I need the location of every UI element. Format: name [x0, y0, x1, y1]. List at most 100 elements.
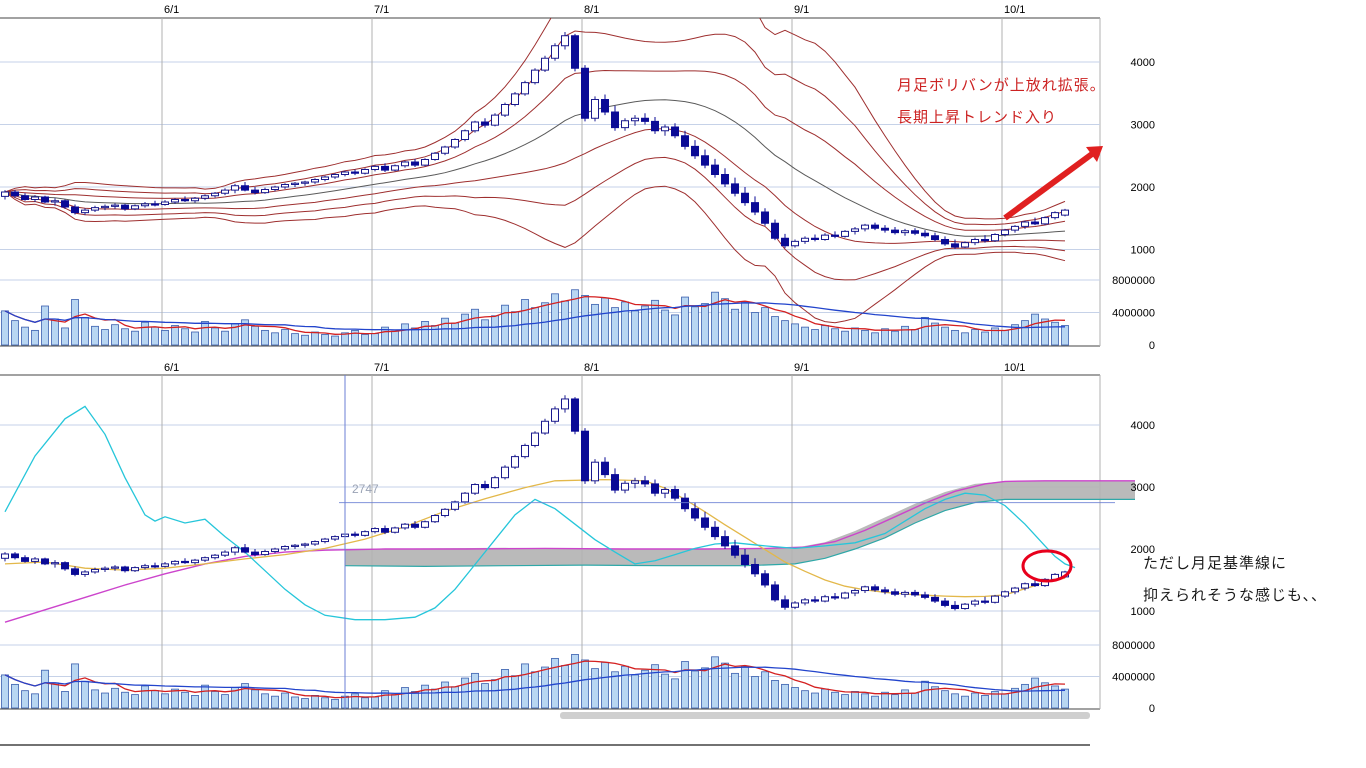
volume-bar [561, 665, 569, 709]
volume-bar [831, 691, 839, 709]
volume-bar [131, 694, 139, 709]
volume-bar [891, 694, 899, 709]
candle-body [421, 159, 429, 166]
volume-bar [291, 333, 299, 346]
volume-bars[interactable] [1, 654, 1069, 709]
candle-body [571, 35, 579, 69]
candle-body [661, 126, 669, 132]
volume-bar [111, 324, 119, 346]
volume-bar [171, 688, 179, 709]
bollinger-band--3sigma [4, 185, 1066, 324]
candle-body [441, 508, 449, 517]
volume-bar [411, 327, 419, 346]
candle-body [421, 521, 429, 528]
candle-body [741, 192, 749, 204]
volume-axis-label: 4000000 [1112, 672, 1155, 684]
volume-bar [71, 299, 79, 346]
candles[interactable] [1, 32, 1069, 249]
volume-bar [331, 698, 339, 709]
candle-body [581, 430, 589, 482]
volume-bar [821, 688, 829, 709]
candle-body [171, 560, 179, 565]
volume-bar [21, 690, 29, 709]
volume-bar [991, 327, 999, 346]
candle-body [951, 604, 959, 610]
volume-bar [641, 669, 649, 709]
candle-body [611, 111, 619, 129]
price-axis-label: 1000 [1131, 606, 1155, 618]
volume-bar [861, 693, 869, 709]
volume-bar [881, 691, 889, 709]
ichimoku-chart-panel[interactable]: 6/1 7/1 8/1 9/1 10/1 4000 3000 2000 1000 8000000 4… [0, 362, 1155, 715]
volume-bar [381, 690, 389, 709]
volume-bar [711, 656, 719, 709]
candle-body [41, 558, 49, 565]
bollinger-chart-panel[interactable]: 6/1 7/1 8/1 9/1 10/1 4000 3000 2000 1000 8000000 4… [0, 0, 1155, 352]
candle-body [251, 189, 259, 194]
bollinger-annotation-line2: 長期上昇トレンド入り [897, 109, 1058, 126]
candle-body [1021, 221, 1029, 227]
volume-bar [391, 694, 399, 709]
volume-bar [981, 695, 989, 709]
candle-body [1, 553, 9, 559]
volume-ma-slow [4, 302, 1066, 331]
candle-body [321, 176, 329, 180]
plot-area[interactable] [1, 395, 1136, 709]
candle-body [41, 196, 49, 203]
bollinger-annotation-line1: 月足ボリバンが上放れ拡張。 [897, 77, 1106, 94]
volume-bar [201, 321, 209, 346]
candle-body [771, 584, 779, 601]
volume-bar [611, 307, 619, 346]
volume-bar [751, 676, 759, 709]
x-axis-label: 7/1 [374, 4, 389, 16]
candle-body [601, 461, 609, 476]
candle-body [301, 181, 309, 184]
lagging-cyan-line [4, 405, 1076, 621]
x-axis-label: 8/1 [584, 362, 599, 374]
candle-body [311, 541, 319, 545]
candle-body [361, 169, 369, 174]
volume-bar [621, 301, 629, 346]
plot-area[interactable] [1, 0, 1069, 346]
volume-bar [401, 687, 409, 709]
bollinger-band-+3sigma [4, 18, 1066, 220]
candle-body [51, 562, 59, 565]
candle-body [51, 200, 59, 203]
volume-bar [1061, 688, 1069, 709]
candle-body [771, 222, 779, 239]
candle-body [161, 563, 169, 567]
candle-body [351, 171, 359, 174]
volume-bar [61, 327, 69, 346]
candle-body [221, 551, 229, 556]
x-axis-label: 8/1 [584, 4, 599, 16]
volume-bar [1011, 324, 1019, 346]
trend-arrow-head-icon [1086, 146, 1103, 162]
volume-bar [541, 666, 549, 709]
volume-axis-label: 8000000 [1112, 640, 1155, 652]
candle-body [631, 480, 639, 484]
candle-body [581, 67, 589, 119]
volume-bar [1021, 683, 1029, 709]
volume-bar [541, 302, 549, 346]
volume-bar [731, 308, 739, 346]
bollinger-band-+2sigma [4, 30, 1066, 226]
volume-bar [511, 311, 519, 346]
candle-body [951, 243, 959, 248]
candle-body [281, 184, 289, 188]
scrollbar[interactable] [560, 712, 1090, 719]
candle-body [641, 117, 649, 122]
candle-body [431, 515, 439, 523]
volume-bars[interactable] [1, 289, 1069, 346]
volume-bar [311, 331, 319, 346]
volume-bar [151, 690, 159, 709]
volume-bar [201, 684, 209, 709]
candle-body [371, 165, 379, 170]
x-axis-label: 10/1 [1004, 362, 1025, 374]
candles[interactable] [1, 395, 1069, 611]
candle-body [641, 480, 649, 485]
candle-body [101, 205, 109, 209]
volume-bar [591, 303, 599, 346]
candle-body [931, 596, 939, 602]
